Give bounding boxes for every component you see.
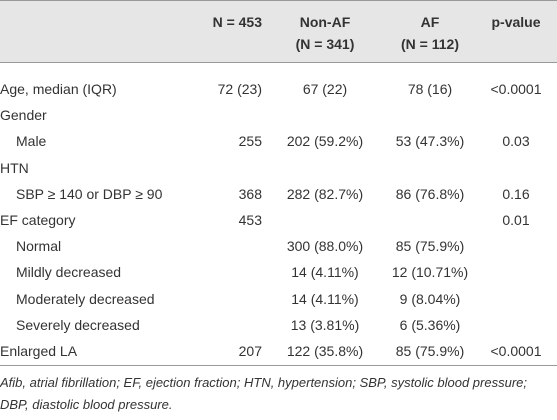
table-cell: 0.03 — [502, 133, 530, 150]
row-label: Moderately decreased — [16, 290, 155, 307]
header-cell: p-value — [475, 11, 557, 33]
row-label: Age, median (IQR) — [0, 81, 117, 97]
table-row: Male 255 202 (59.2%) 53 (47.3%) 0.03 — [0, 128, 557, 154]
header-text: N = 453 — [212, 14, 262, 30]
row-label: HTN — [0, 159, 29, 176]
header-text: AF — [420, 14, 440, 30]
table-row: Gender — [0, 102, 557, 128]
table-cell: 122 (35.8%) — [286, 343, 364, 359]
header-cell: AF (N = 112) — [385, 11, 475, 55]
table-cell: 368 — [238, 185, 262, 202]
table-cell: 453 — [238, 212, 262, 228]
row-label: Gender — [0, 107, 47, 124]
table-cell: 78 (16) — [407, 81, 453, 97]
table-cell: 0.01 — [502, 212, 530, 228]
table-rule — [0, 365, 557, 366]
table-cell: 86 (76.8%) — [395, 185, 465, 202]
table-cell: 85 (75.9%) — [395, 343, 465, 359]
table-cell: 6 (5.36%) — [399, 316, 461, 333]
header-text: (N = 112) — [401, 36, 459, 52]
table-cell: 202 (59.2%) — [286, 133, 364, 150]
table-row: EF category 453 0.01 — [0, 207, 557, 233]
table-row: Normal 300 (88.0%) 85 (75.9%) — [0, 233, 557, 259]
header-cell: Non-AF (N = 341) — [265, 11, 385, 55]
row-label: Male — [16, 133, 47, 150]
row-label: Mildly decreased — [16, 264, 122, 281]
table-cell: 14 (4.11%) — [291, 264, 359, 281]
table-row: Enlarged LA 207 122 (35.8%) 85 (75.9%) <0.00… — [0, 338, 557, 364]
table-cell: 255 — [238, 133, 262, 150]
table-cell: 9 (8.04%) — [399, 290, 461, 307]
table-cell: 282 (82.7%) — [286, 185, 364, 202]
table-cell: 85 (75.9%) — [395, 238, 465, 255]
table-row: Age, median (IQR) 72 (23) 67 (22) 78 (16) <0… — [0, 76, 557, 102]
row-label: EF category — [0, 212, 76, 228]
table-row: SBP ≥ 140 or DBP ≥ 90 368 282 (82.7%) 86 (7… — [0, 181, 557, 207]
table-cell: 207 — [238, 343, 262, 359]
table-cell: 53 (47.3%) — [395, 133, 465, 150]
row-label: SBP ≥ 140 or DBP ≥ 90 — [16, 185, 163, 202]
header-text: (N = 341) — [295, 36, 355, 52]
table-row: Mildly decreased 14 (4.11%) 12 (10.71%) — [0, 259, 557, 285]
table-cell: 67 (22) — [302, 81, 348, 97]
row-label: Normal — [16, 238, 62, 255]
table-cell: <0.0001 — [490, 81, 542, 97]
footnote: Afib, atrial fibrillation; EF, ejection … — [0, 375, 527, 412]
table-cell: 0.16 — [502, 185, 530, 202]
table-cell: 300 (88.0%) — [286, 238, 364, 255]
table-row: HTN — [0, 155, 557, 181]
table-header: N = 453 Non-AF (N = 341) AF (N = 112) p-value — [0, 0, 557, 63]
table-cell: 72 (23) — [217, 81, 262, 97]
header-cell: N = 453 — [180, 11, 262, 33]
header-text: Non-AF — [299, 14, 351, 30]
table-cell: 12 (10.71%) — [391, 264, 469, 281]
row-label: Enlarged LA — [0, 343, 78, 359]
table-row: Severely decreased 13 (3.81%) 6 (5.36%) — [0, 312, 557, 338]
table-cell: 14 (4.11%) — [291, 290, 359, 307]
table-cell: <0.0001 — [490, 343, 542, 359]
table-row: Moderately decreased 14 (4.11%) 9 (8.04%) — [0, 286, 557, 312]
row-label: Severely decreased — [16, 316, 140, 333]
table-cell: 13 (3.81%) — [290, 316, 360, 333]
header-text: p-value — [491, 14, 541, 30]
